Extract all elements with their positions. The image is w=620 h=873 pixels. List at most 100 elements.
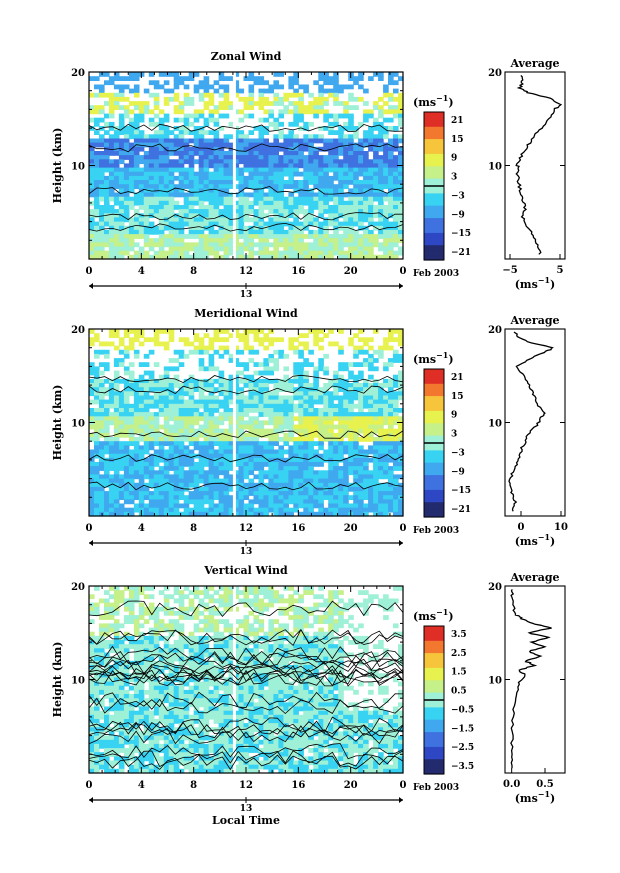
heatmap-cell xyxy=(378,482,384,488)
heatmap-cell xyxy=(298,486,304,492)
heatmap-cell xyxy=(208,184,215,189)
heatmap-cell xyxy=(248,250,255,256)
heatmap-cell xyxy=(104,408,110,413)
heatmap-cell xyxy=(183,138,190,144)
heatmap-cell xyxy=(113,333,120,338)
heatmap-cell xyxy=(258,474,265,480)
heatmap-cell xyxy=(89,474,95,480)
heatmap-cell xyxy=(238,370,245,376)
heatmap-cell xyxy=(298,474,304,480)
heatmap-cell xyxy=(293,221,299,227)
heatmap-cell xyxy=(263,420,269,426)
heatmap-cell xyxy=(104,598,110,604)
heatmap-cell xyxy=(173,167,180,173)
heatmap-cell xyxy=(148,192,155,198)
heatmap-cell xyxy=(398,329,404,334)
heatmap-cell xyxy=(118,159,125,165)
heatmap-cell xyxy=(138,130,145,135)
heatmap-cell xyxy=(343,395,349,401)
heatmap-cell xyxy=(108,714,115,720)
heatmap-cell xyxy=(163,453,170,459)
heatmap-cell xyxy=(128,246,135,252)
heatmap-cell xyxy=(278,217,284,223)
heatmap-cell xyxy=(318,175,324,181)
heatmap-cell xyxy=(373,121,379,127)
heatmap-cell xyxy=(118,486,125,492)
heatmap-cell xyxy=(373,221,379,227)
heatmap-cell xyxy=(118,217,125,223)
heatmap-cell xyxy=(363,362,369,367)
heatmap-cell xyxy=(148,221,155,227)
heatmap-cell xyxy=(158,399,165,405)
heatmap-cell xyxy=(128,424,135,430)
heatmap-cell xyxy=(288,507,294,513)
heatmap-cell xyxy=(358,242,364,248)
heatmap-cell xyxy=(173,499,180,505)
heatmap-cell xyxy=(388,105,394,110)
heatmap-cell xyxy=(203,130,210,135)
heatmap-cell xyxy=(128,478,135,484)
heatmap-cell xyxy=(128,196,135,202)
heatmap-cell xyxy=(223,503,230,509)
heatmap-cell xyxy=(203,184,210,189)
heatmap-cell xyxy=(113,756,120,762)
heatmap-cell xyxy=(338,441,344,446)
heatmap-cell xyxy=(213,250,220,256)
heatmap-cell xyxy=(308,92,314,98)
heatmap-cell xyxy=(378,408,384,413)
colorbar-tick-label: 3 xyxy=(451,430,457,440)
heatmap-cell xyxy=(233,246,240,252)
heatmap-cell xyxy=(378,466,384,471)
heatmap-cell xyxy=(323,72,329,77)
heatmap-cell xyxy=(218,482,225,488)
heatmap-cell xyxy=(358,507,364,513)
heatmap-cell xyxy=(188,432,195,438)
heatmap-cell xyxy=(128,242,135,248)
heatmap-cell xyxy=(308,408,314,413)
heatmap-cell xyxy=(99,391,105,397)
heatmap-cell xyxy=(358,470,364,476)
heatmap-cell xyxy=(113,445,120,451)
heatmap-cell xyxy=(243,432,250,438)
heatmap-cell xyxy=(253,378,260,384)
heatmap-cell xyxy=(258,175,265,181)
heatmap-cell xyxy=(108,416,115,422)
heatmap-cell xyxy=(198,449,205,455)
heatmap-cell xyxy=(338,188,344,194)
heatmap-cell xyxy=(268,184,274,189)
heatmap-cell xyxy=(318,72,324,77)
heatmap-cell xyxy=(223,96,230,102)
heatmap-cell xyxy=(353,192,359,198)
heatmap-cell xyxy=(303,121,309,127)
heatmap-cell xyxy=(293,105,299,110)
heatmap-cell xyxy=(348,242,354,248)
heatmap-cell xyxy=(303,126,309,131)
heatmap-cell xyxy=(293,209,299,214)
heatmap-cell xyxy=(243,345,250,351)
heatmap-cell xyxy=(148,109,155,115)
heatmap-cell xyxy=(278,130,284,135)
colorbar-step xyxy=(424,383,444,387)
heatmap-cell xyxy=(188,159,195,165)
heatmap-cell xyxy=(148,403,155,409)
heatmap-cell xyxy=(348,449,354,455)
heatmap-cell xyxy=(293,445,299,451)
heatmap-cell xyxy=(218,234,225,239)
heatmap-cell xyxy=(258,424,265,430)
heatmap-cell xyxy=(104,499,110,505)
heatmap-cell xyxy=(99,246,105,252)
heatmap-cell xyxy=(268,466,274,471)
heatmap-cell xyxy=(153,121,160,127)
heatmap-cell xyxy=(263,362,269,367)
heatmap-cell xyxy=(158,449,165,455)
heatmap-cell xyxy=(238,209,245,214)
heatmap-cell xyxy=(248,234,255,239)
heatmap-cell xyxy=(123,353,130,359)
heatmap-cell xyxy=(168,96,175,102)
heatmap-cell xyxy=(293,499,299,505)
colorbar-step xyxy=(424,403,444,407)
heatmap-cell xyxy=(283,466,289,471)
heatmap-cell xyxy=(233,478,240,484)
heatmap-cell xyxy=(108,445,115,451)
heatmap-cell xyxy=(113,391,120,397)
